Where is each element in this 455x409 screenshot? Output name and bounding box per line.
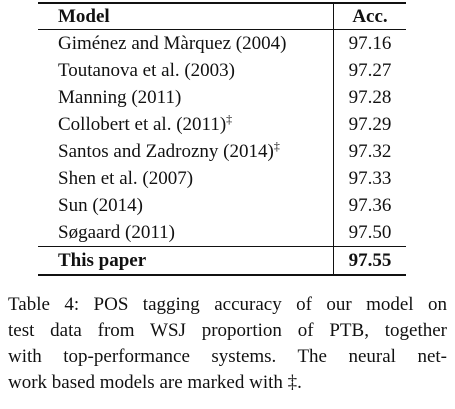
caption-line: work based models are marked with ‡. xyxy=(8,372,302,393)
model-cell: Søgaard (2011) xyxy=(38,219,334,247)
model-name: Santos and Zadrozny (2014) xyxy=(58,141,274,162)
model-cell: Manning (2011) xyxy=(38,84,334,111)
model-cell: This paper xyxy=(38,246,334,276)
table-row: Giménez and Màrquez (2004) 97.16 xyxy=(38,29,406,58)
accuracy-cell: 97.27 xyxy=(333,57,406,84)
header-cell: Acc. xyxy=(333,2,406,30)
model-cell: Toutanova et al. (2003) xyxy=(38,57,334,84)
accuracy-cell: 97.32 xyxy=(333,138,406,165)
model-name: Shen et al. (2007) xyxy=(58,168,194,189)
accuracy-cell: 97.28 xyxy=(333,84,406,111)
table-row: Sun (2014) 97.36 xyxy=(38,192,406,219)
table-row: Santos and Zadrozny (2014)‡ 97.32 xyxy=(38,138,406,165)
model-name: Sun (2014) xyxy=(58,195,143,216)
table-row: Toutanova et al. (2003) 97.27 xyxy=(38,57,406,84)
accuracy-cell: 97.55 xyxy=(333,246,406,276)
accuracy-cell: 97.29 xyxy=(333,111,406,138)
model-name: This paper xyxy=(58,250,147,271)
header-row: Model Acc. xyxy=(38,2,406,30)
table-row: Manning (2011) 97.28 xyxy=(38,84,406,111)
accuracy-cell: 97.50 xyxy=(333,219,406,247)
caption: Table 4: POS tagging accuracy of our mod… xyxy=(8,292,447,396)
table-body: Model Acc. Giménez and Màrquez (2004) 97.… xyxy=(38,2,406,276)
model-name: Toutanova et al. (2003) xyxy=(58,60,236,81)
model-cell: Shen et al. (2007) xyxy=(38,165,334,192)
model-cell: Collobert et al. (2011)‡ xyxy=(38,111,334,138)
model-name: Giménez and Màrquez (2004) xyxy=(58,33,287,54)
model-mark: ‡ xyxy=(226,112,233,126)
table-row: Søgaard (2011) 97.50 xyxy=(38,219,406,247)
header-cell: Model xyxy=(38,2,334,30)
caption-line: test data from WSJ proportion of PTB, to… xyxy=(8,320,447,341)
model-name: Collobert et al. (2011) xyxy=(58,114,227,135)
caption-line: with top-performance systems. The neural… xyxy=(8,346,447,367)
table-row: Collobert et al. (2011)‡ 97.29 xyxy=(38,111,406,138)
table-row: This paper 97.55 xyxy=(38,246,406,276)
accuracy-cell: 97.36 xyxy=(333,192,406,219)
accuracy-cell: 97.33 xyxy=(333,165,406,192)
accuracy-cell: 97.16 xyxy=(333,29,406,57)
results-table: Model Acc. Giménez and Màrquez (2004) 97.… xyxy=(38,2,406,276)
model-cell: Giménez and Màrquez (2004) xyxy=(38,30,334,58)
table-row: Shen et al. (2007) 97.33 xyxy=(38,165,406,192)
caption-line: Table 4: POS tagging accuracy of our mod… xyxy=(8,294,447,315)
model-cell: Sun (2014) xyxy=(38,192,334,219)
model-mark: ‡ xyxy=(273,139,280,153)
model-name: Manning (2011) xyxy=(58,87,182,108)
model-cell: Santos and Zadrozny (2014)‡ xyxy=(38,138,334,165)
model-name: Søgaard (2011) xyxy=(58,222,175,243)
